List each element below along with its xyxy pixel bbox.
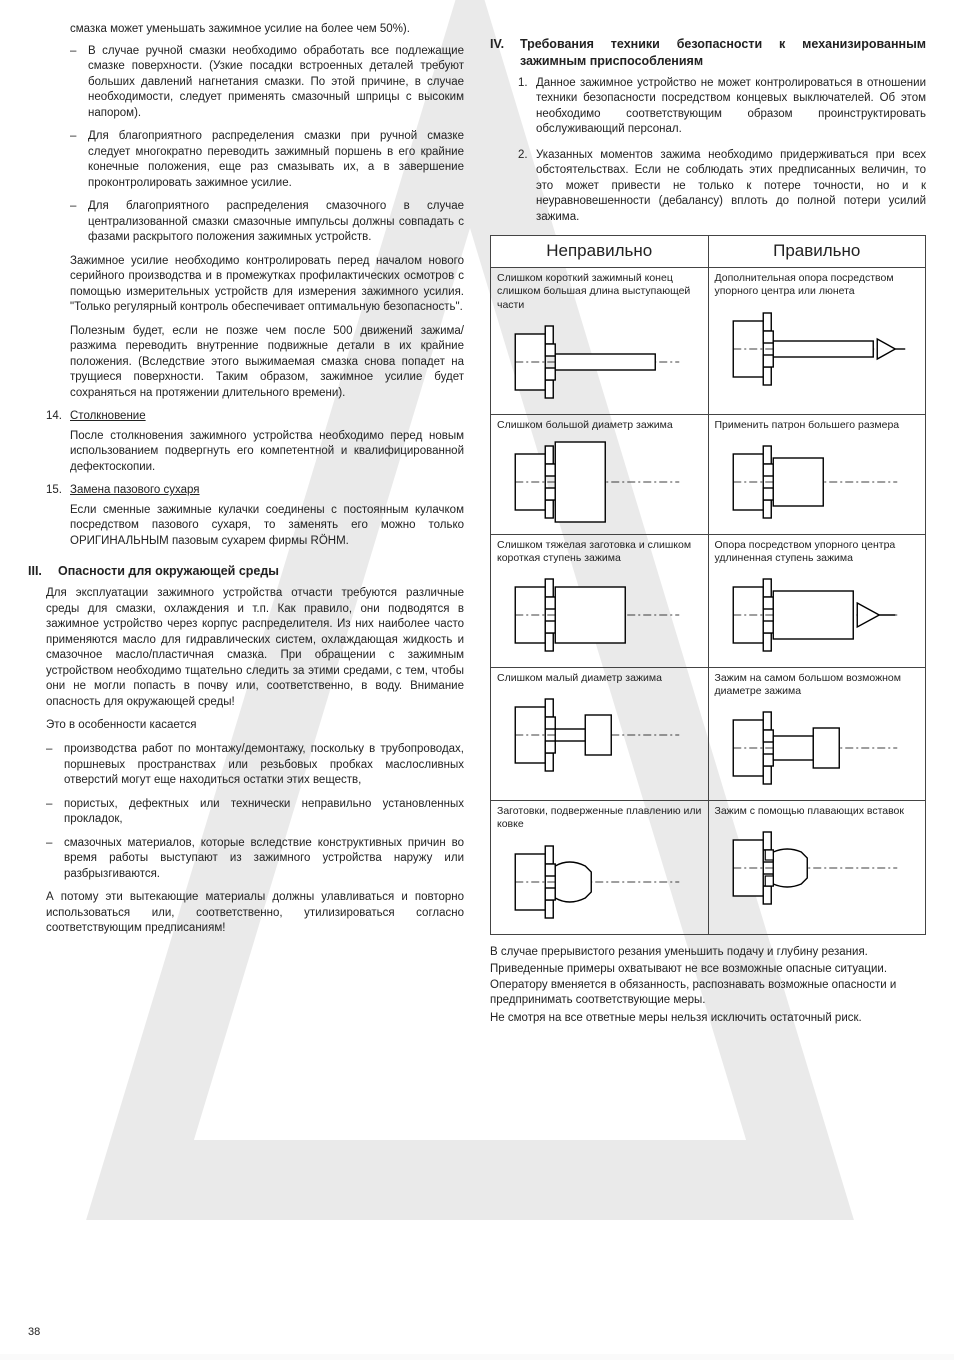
table-cell-wrong: Слишком тяжелая заготовка и слишком коро… [491, 534, 709, 667]
table-cell-right: Дополнительная опора посредством упорног… [708, 268, 926, 414]
section-iii-para: Для эксплуатации зажимного устройства от… [46, 586, 464, 710]
cell-caption: Зажим на самом большом возможном диаметр… [715, 672, 920, 698]
numbered-item-14: 14. Столкновение [46, 409, 464, 425]
cell-caption: Дополнительная опора посредством упорног… [715, 272, 920, 298]
dash-list-environment: производства работ по монтажу/демонтажу,… [46, 742, 464, 882]
list-item: Для благоприятного распределения смазки … [70, 129, 464, 191]
cell-figure [715, 822, 920, 914]
table-cell-wrong: Слишком большой диаметр зажима [491, 414, 709, 534]
cell-figure [497, 836, 702, 928]
table-cell-wrong: Слишком малый диаметр зажима [491, 668, 709, 801]
list-item: Для благоприятного распределения смазочн… [70, 199, 464, 246]
table-cell-right: Зажим на самом большом возможном диаметр… [708, 668, 926, 801]
table-cell-right: Опора посредством упорного центра удлине… [708, 534, 926, 667]
section-iv-list: 1.Данное зажимное устройство не может ко… [518, 76, 926, 226]
cell-caption: Применить патрон большего размера [715, 419, 920, 432]
left-column: смазка может уменьшать зажимное усилие н… [28, 22, 464, 1028]
cell-caption: Слишком тяжелая заготовка и слишком коро… [497, 539, 702, 565]
section-title: Опасности для окружающей среды [58, 563, 279, 580]
item-text: Указанных моментов зажима необходимо при… [536, 149, 926, 223]
list-item: 1.Данное зажимное устройство не может ко… [518, 76, 926, 138]
cell-figure [497, 569, 702, 661]
section-iii-heading: III. Опасности для окружающей среды [28, 563, 464, 580]
section-iii-conclusion: А потому эти вытекающие материалы должны… [46, 890, 464, 937]
item-number: 15. [46, 483, 64, 499]
cell-caption: Заготовки, подверженные плавлению или ко… [497, 805, 702, 831]
cell-figure [497, 436, 702, 528]
section-iii-lead: Это в особенности касается [46, 718, 464, 734]
right-column: IV. Требования техники безопасности к ме… [490, 22, 926, 1028]
indent-paragraph: Зажимное усилие необходимо контролироват… [70, 254, 464, 316]
table-header-wrong: Неправильно [491, 236, 709, 268]
cell-figure [715, 569, 920, 661]
item-number: 14. [46, 409, 64, 425]
roman-numeral: IV. [490, 36, 512, 70]
list-item: В случае ручной смазки необходимо обрабо… [70, 44, 464, 122]
indent-paragraph: Полезным будет, если не позже чем после … [70, 324, 464, 402]
list-item: 2.Указанных моментов зажима необходимо п… [518, 148, 926, 226]
table-header-right: Правильно [708, 236, 926, 268]
table-cell-wrong: Слишком короткий зажимный конец слишком … [491, 268, 709, 414]
item-title: Столкновение [70, 410, 146, 422]
closing-para: В случае прерывистого резания уменьшить … [490, 945, 926, 961]
list-item: смазочных материалов, которые вследствие… [46, 836, 464, 883]
cell-figure [497, 689, 702, 781]
closing-para: Не смотря на все ответные меры нельзя ис… [490, 1011, 926, 1027]
cell-figure [715, 303, 920, 395]
cell-caption: Слишком большой диаметр зажима [497, 419, 702, 432]
roman-numeral: III. [28, 563, 50, 580]
item-text: Данное зажимное устройство не может конт… [536, 77, 926, 136]
cell-figure [497, 316, 702, 408]
item-body: После столкновения зажимного устройства … [70, 429, 464, 476]
page-number: 38 [28, 1325, 40, 1340]
table-cell-wrong: Заготовки, подверженные плавлению или ко… [491, 801, 709, 934]
cell-figure [715, 702, 920, 794]
item-title: Замена пазового сухаря [70, 484, 200, 496]
table-cell-right: Применить патрон большего размера [708, 414, 926, 534]
cell-figure [715, 436, 920, 528]
section-title: Требования техники безопасности к механи… [520, 36, 926, 70]
comparison-table: Неправильно Правильно Слишком короткий з… [490, 235, 926, 934]
cell-caption: Опора посредством упорного центра удлине… [715, 539, 920, 565]
item-body: Если сменные зажимные кулачки соединены … [70, 503, 464, 550]
cell-caption: Слишком малый диаметр зажима [497, 672, 702, 685]
list-item: пористых, дефектных или технически непра… [46, 797, 464, 828]
cell-caption: Слишком короткий зажимный конец слишком … [497, 272, 702, 311]
section-iv-heading: IV. Требования техники безопасности к ме… [490, 36, 926, 70]
numbered-item-15: 15. Замена пазового сухаря [46, 483, 464, 499]
list-item: производства работ по монтажу/демонтажу,… [46, 742, 464, 789]
closing-text: В случае прерывистого резания уменьшить … [490, 945, 926, 1027]
continuation-paragraph: смазка может уменьшать зажимное усилие н… [70, 22, 464, 38]
closing-para: Приведенные примеры охватывают не все во… [490, 962, 926, 1009]
cell-caption: Зажим с помощью плавающих вставок [715, 805, 920, 818]
dash-list-lubrication: В случае ручной смазки необходимо обрабо… [70, 44, 464, 246]
table-cell-right: Зажим с помощью плавающих вставок [708, 801, 926, 934]
